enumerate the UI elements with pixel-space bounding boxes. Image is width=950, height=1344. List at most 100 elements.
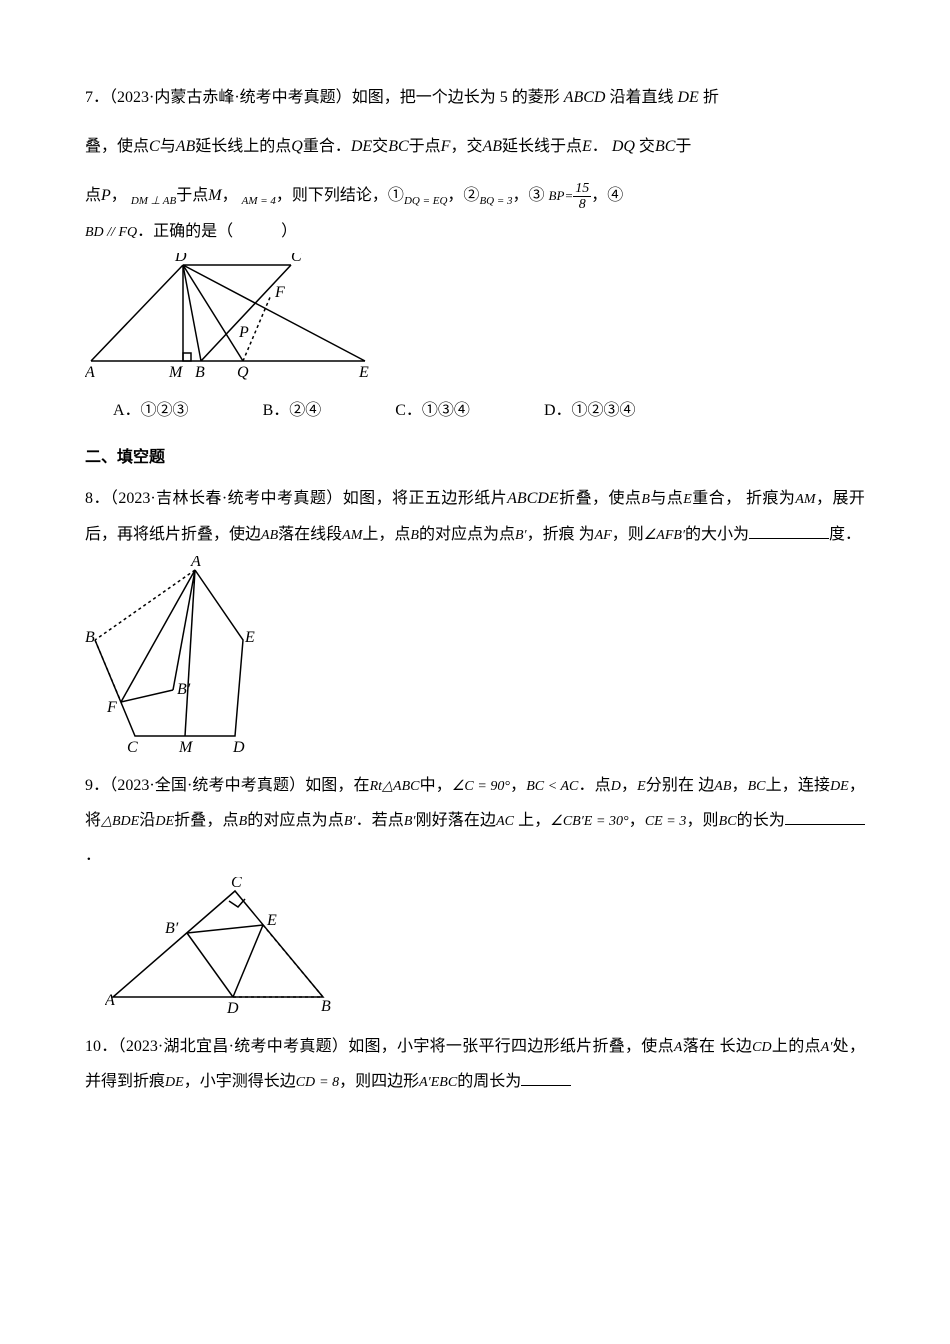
v: A′ bbox=[821, 1040, 833, 1055]
t: 折痕为 bbox=[746, 490, 795, 507]
option-a[interactable]: A．①②③ bbox=[113, 393, 189, 428]
denominator: 8 bbox=[573, 197, 591, 212]
v: BC bbox=[388, 138, 408, 155]
t: ， bbox=[111, 187, 127, 204]
v: ∠CB′E = 30° bbox=[550, 814, 628, 829]
lbl: C bbox=[291, 253, 302, 265]
t: ，则 bbox=[612, 526, 644, 543]
t: 的对应点为点 bbox=[247, 812, 344, 829]
t: 的长为 bbox=[737, 812, 785, 829]
t: 的大小为 bbox=[685, 526, 749, 543]
t: 重合． bbox=[303, 138, 351, 155]
t: 延长线上的点 bbox=[195, 138, 291, 155]
t: 折叠，点 bbox=[174, 812, 239, 829]
t: 如图，把一个边长为 5 的菱形 bbox=[352, 89, 560, 106]
t: 如图，小宇将一张平行四边形纸片折叠，使点 bbox=[348, 1038, 674, 1055]
t: 折叠，使点 bbox=[559, 490, 642, 507]
t: 中， bbox=[420, 777, 452, 794]
t: ， bbox=[621, 777, 637, 794]
q7-text-4: BD // FQ．正确的是（ ） bbox=[85, 214, 865, 249]
lbl: Q bbox=[237, 364, 249, 381]
lbl: A bbox=[190, 556, 201, 570]
q9-number: 9． bbox=[85, 777, 109, 794]
v: B′ bbox=[404, 814, 416, 829]
lbl: B bbox=[85, 629, 95, 646]
problem-8: 8．（2023·吉林长春·统考中考真题）如图，将正五边形纸片ABCDE折叠，使点… bbox=[85, 481, 865, 755]
t: 交 bbox=[639, 138, 655, 155]
t: 与 bbox=[160, 138, 176, 155]
v: BP bbox=[549, 188, 565, 203]
v: DE bbox=[165, 1075, 184, 1090]
v: Rt△ABC bbox=[370, 779, 420, 794]
lbl: B bbox=[195, 364, 205, 381]
v: D bbox=[611, 779, 621, 794]
blank-input[interactable] bbox=[521, 1069, 571, 1086]
option-c[interactable]: C．①③④ bbox=[395, 393, 470, 428]
option-d[interactable]: D．①②③④ bbox=[544, 393, 636, 428]
q7-text-3: 点P， DM ⊥ AB于点M， AM = 4，则下列结论，①DQ = EQ，②B… bbox=[85, 178, 865, 213]
lbl: C bbox=[231, 877, 242, 891]
t: 上，连接 bbox=[766, 777, 831, 794]
lbl: F bbox=[274, 284, 285, 301]
t: 边 bbox=[698, 777, 714, 794]
t: ，小宇测得长边 bbox=[184, 1073, 296, 1090]
q10-number: 10． bbox=[85, 1038, 118, 1055]
t: ，④ bbox=[591, 187, 623, 204]
v: AB bbox=[261, 528, 278, 543]
v: AC bbox=[496, 814, 514, 829]
v: M bbox=[208, 187, 221, 204]
v: AM = 4 bbox=[242, 196, 276, 208]
t: 上， bbox=[518, 812, 550, 829]
lbl: D bbox=[232, 739, 245, 756]
lbl: B′ bbox=[177, 681, 191, 698]
t: 沿着直线 bbox=[609, 89, 673, 106]
t: 于点 bbox=[176, 187, 208, 204]
q7-text-2: 叠，使点C与AB延长线上的点Q重合．DE交BC于点F，交AB延长线于点E． DQ… bbox=[85, 129, 865, 164]
q10-text: 10．（2023·湖北宜昌·统考中考真题）如图，小宇将一张平行四边形纸片折叠，使… bbox=[85, 1029, 865, 1099]
q8-figure: A B E C D M F B′ bbox=[85, 556, 255, 756]
t: 交 bbox=[372, 138, 388, 155]
q7-options: A．①②③ B．②④ C．①③④ D．①②③④ bbox=[113, 393, 865, 428]
v: C bbox=[149, 138, 160, 155]
t: 点 bbox=[85, 187, 101, 204]
t: ， bbox=[510, 777, 526, 794]
lbl: M bbox=[178, 739, 194, 756]
t: 刚好落在边 bbox=[416, 812, 497, 829]
v: BC bbox=[655, 138, 675, 155]
t: 与点 bbox=[650, 490, 683, 507]
v: ∠C = 90° bbox=[452, 779, 510, 794]
v: P bbox=[101, 187, 111, 204]
v: Q bbox=[291, 138, 303, 155]
v-de: DE bbox=[678, 89, 699, 106]
q7-text: 7．（2023·内蒙古赤峰·统考中考真题）如图，把一个边长为 5 的菱形 ABC… bbox=[85, 80, 865, 115]
t: 于点 bbox=[409, 138, 441, 155]
t: ，则 bbox=[686, 812, 718, 829]
v-abcd: ABCD bbox=[564, 89, 606, 106]
v: CE = 3 bbox=[645, 814, 687, 829]
blank-input[interactable] bbox=[785, 808, 865, 825]
t: 重合， bbox=[692, 490, 742, 507]
v: B bbox=[641, 492, 650, 507]
v: E bbox=[683, 492, 692, 507]
lbl: E bbox=[266, 912, 277, 929]
t: 如图，在 bbox=[305, 777, 369, 794]
problem-10: 10．（2023·湖北宜昌·统考中考真题）如图，小宇将一张平行四边形纸片折叠，使… bbox=[85, 1029, 865, 1099]
t: 于 bbox=[675, 138, 691, 155]
t: 上的点 bbox=[772, 1038, 821, 1055]
t: ．若点 bbox=[355, 812, 403, 829]
v: E bbox=[637, 779, 646, 794]
t: ，② bbox=[447, 187, 479, 204]
t: 度． bbox=[829, 526, 861, 543]
v: DE bbox=[351, 138, 372, 155]
q8-text: 8．（2023·吉林长春·统考中考真题）如图，将正五边形纸片ABCDE折叠，使点… bbox=[85, 481, 865, 551]
lbl: C bbox=[127, 739, 138, 756]
lbl: E bbox=[244, 629, 255, 646]
v: DM ⊥ AB bbox=[131, 196, 176, 208]
q9-text: 9．（2023·全国·统考中考真题）如图，在Rt△ABC中，∠C = 90°，B… bbox=[85, 768, 865, 874]
v: AF bbox=[595, 528, 612, 543]
v: = 8 bbox=[319, 1075, 339, 1090]
blank-input[interactable] bbox=[749, 522, 829, 539]
option-b[interactable]: B．②④ bbox=[263, 393, 322, 428]
t: 为 bbox=[579, 526, 595, 543]
v: AM bbox=[342, 528, 362, 543]
